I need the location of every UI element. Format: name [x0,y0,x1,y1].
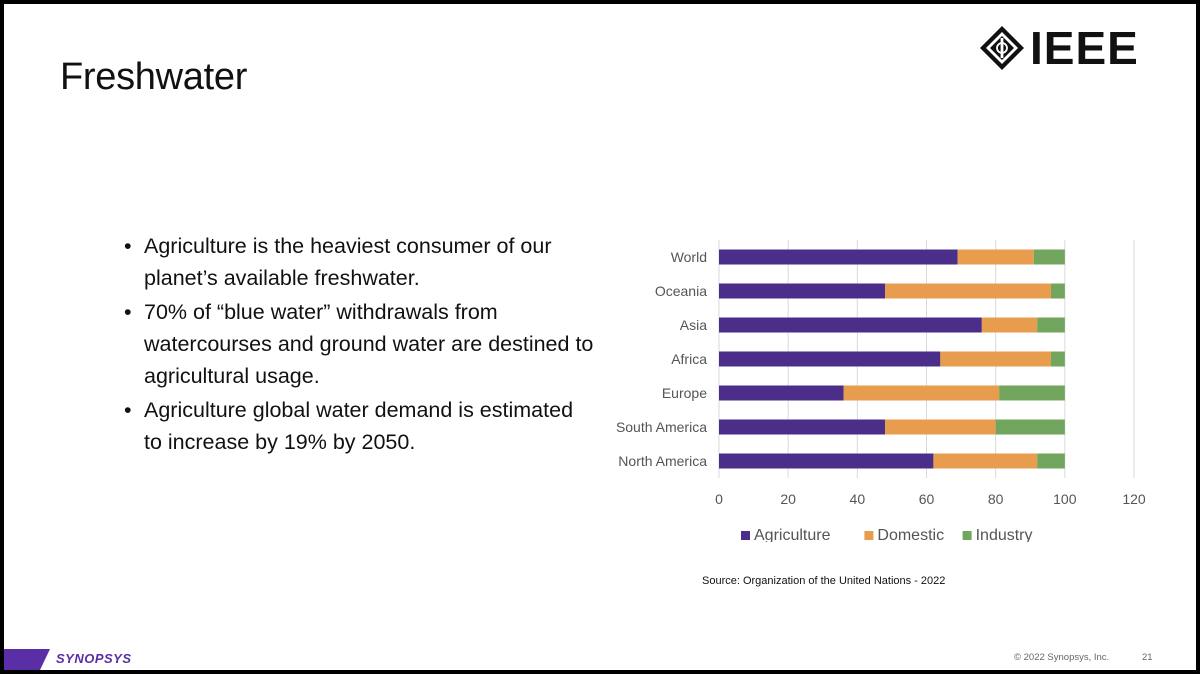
slide: Freshwater IEEE Agriculture is the heavi… [4,4,1196,670]
bullet-item: Agriculture global water demand is estim… [124,394,594,458]
bar-segment-domestic [940,351,1051,367]
bar-segment-agriculture [719,283,885,299]
bar-segment-industry [999,385,1065,401]
legend-label: Domestic [877,527,944,542]
bar-segment-industry [1051,283,1065,299]
bar-segment-domestic [885,283,1051,299]
bar-segment-agriculture [719,249,958,265]
bar-segment-domestic [957,249,1034,265]
category-label: Asia [680,317,707,333]
bullet-list: Agriculture is the heaviest consumer of … [124,230,594,460]
bar-segment-industry [1037,317,1065,333]
bar-segment-agriculture [719,351,941,367]
legend-label: Industry [976,527,1033,542]
legend-swatch-industry [962,531,972,540]
category-label: North America [618,453,707,469]
bullet-item: 70% of “blue water” withdrawals from wat… [124,296,594,392]
bullet-item: Agriculture is the heaviest consumer of … [124,230,594,294]
x-tick-label: 80 [988,491,1004,507]
bar-segment-agriculture [719,453,934,469]
category-label: Oceania [655,283,707,299]
category-label: Africa [671,351,707,367]
bar-segment-domestic [933,453,1038,469]
bar-segment-domestic [843,385,1000,401]
footer-accent-bar [4,649,50,670]
bar-segment-agriculture [719,385,844,401]
x-tick-label: 100 [1053,491,1077,507]
bar-segment-domestic [981,317,1038,333]
ieee-diamond-icon [980,26,1024,70]
bar-segment-industry [995,419,1065,435]
x-tick-label: 40 [850,491,866,507]
legend-label: Agriculture [754,527,831,542]
x-tick-label: 60 [919,491,935,507]
slide-title: Freshwater [60,56,248,98]
synopsys-logo: SYNOPSYS [56,651,132,666]
bar-segment-domestic [885,419,996,435]
bar-segment-agriculture [719,317,982,333]
category-label: Europe [662,385,707,401]
legend-swatch-agriculture [741,531,750,540]
ieee-wordmark: IEEE [1030,22,1139,74]
water-withdrawal-chart: World Oceania Asia Africa Europe South Americ… [616,240,1146,542]
page-number: 21 [1142,652,1153,663]
source-note: Source: Organization of the United Natio… [702,575,946,587]
bar-segment-agriculture [719,419,885,435]
x-tick-label: 20 [780,491,796,507]
copyright: © 2022 Synopsys, Inc. [1014,652,1110,663]
bar-segment-industry [1051,351,1065,367]
bar-segment-industry [1037,453,1065,469]
x-tick-label: 120 [1122,491,1146,507]
category-label: South America [616,419,707,435]
ieee-logo: IEEE [978,24,1139,72]
legend-swatch-domestic [864,531,874,540]
x-tick-label: 0 [715,491,723,507]
category-label: World [671,249,707,265]
bar-segment-industry [1033,249,1065,265]
